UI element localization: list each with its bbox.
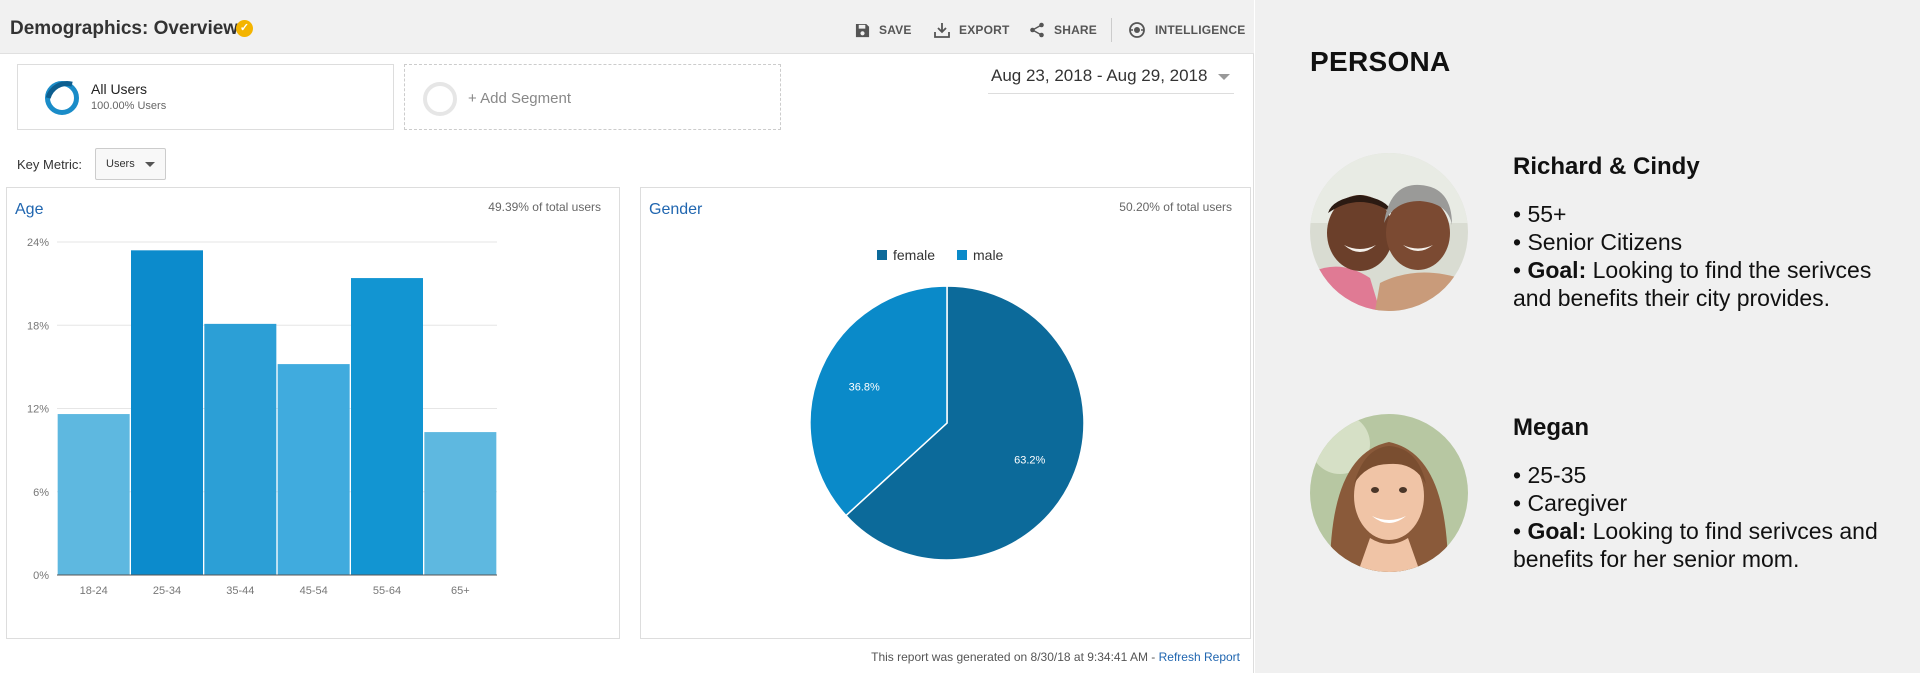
age-percent-of-total: 49.39% of total users [488,200,601,214]
pie-slice-female [844,285,1085,561]
segment-name: All Users [91,81,148,97]
report-generated-note: This report was generated on 8/30/18 at … [871,650,1240,664]
persona-panel: PERSONA Richard & Cindy • 55+ • Senior C… [1255,0,1920,673]
empty-segment-ring-icon [423,82,457,116]
persona-age: 55+ [1527,201,1567,227]
legend-label-female: female [893,247,935,263]
bar-55-64 [351,278,423,575]
refresh-report-link[interactable]: Refresh Report [1158,650,1240,664]
persona-name: Richard & Cindy [1513,153,1700,180]
gender-percent-of-total: 50.20% of total users [1119,200,1232,214]
persona-role: Senior Citizens [1527,229,1683,255]
date-range-text: Aug 23, 2018 - Aug 29, 2018 [991,66,1208,85]
persona-photo-richard-cindy [1310,153,1468,311]
toolbar-divider [1111,18,1112,42]
persona-attributes: • 25-35 • Caregiver • Goal: Looking to f… [1513,461,1893,573]
y-tick-label: 6% [33,487,49,499]
persona-attribute: • 55+ [1513,201,1567,227]
y-tick-label: 12% [27,404,49,416]
persona-role: Caregiver [1527,490,1628,516]
persona-attribute: • Caregiver [1513,490,1628,516]
persona-attributes: • 55+ • Senior Citizens • Goal: Looking … [1513,200,1893,312]
segment-ring-icon [45,81,79,115]
export-button[interactable]: EXPORT [934,20,1010,40]
x-tick-label: 25-34 [153,585,181,597]
export-label: EXPORT [959,23,1010,37]
chevron-down-icon [1218,74,1230,80]
goal-label: Goal: [1527,257,1587,283]
date-range-picker[interactable]: Aug 23, 2018 - Aug 29, 2018 [988,66,1234,94]
goal-text: Looking to find serivces and benefits fo… [1513,518,1878,572]
y-tick-label: 18% [27,320,49,332]
bar-18-24 [57,414,130,575]
bar-25-34 [131,250,203,575]
x-tick-label: 35-44 [226,585,254,597]
persona-name: Megan [1513,414,1590,441]
persona-goal: • Goal: Looking to find the serivces and… [1513,257,1872,311]
persona-goal: • Goal: Looking to find serivces and ben… [1513,518,1878,572]
persona-attribute: • Senior Citizens [1513,229,1683,255]
age-chart-card: Age 49.39% of total users 0% 6% 12% 18% 24% 1… [6,187,620,639]
add-segment-label: + Add Segment [468,90,571,107]
add-segment-button[interactable]: + Add Segment [404,64,781,130]
x-tick-label: 45-54 [300,585,328,597]
persona-attribute: • 25-35 [1513,462,1587,488]
legend-swatch-female [877,250,887,260]
key-metric-label: Key Metric: [17,157,83,172]
intelligence-icon [1129,22,1145,38]
x-tick-label: 55-64 [373,585,401,597]
age-bar-chart: 0% 6% 12% 18% 24% 18-24 25-34 35-44 45-54 55-64 65… [27,237,497,597]
persona-title: PERSONA [1310,46,1451,77]
page-title: Demographics: Overview [10,18,239,39]
pie-label-male: 36.8% [849,382,880,394]
save-label: SAVE [879,23,912,37]
intelligence-button[interactable]: INTELLIGENCE [1128,20,1245,40]
x-tick-label: 18-24 [80,585,108,597]
analytics-panel: Demographics: Overview ✓ SAVE EXPORT SHA… [0,0,1254,673]
x-tick-label: 65+ [451,585,470,597]
caret-down-icon [145,162,155,167]
share-icon [1030,22,1044,38]
report-generated-text: This report was generated on 8/30/18 at … [871,650,1159,664]
pie-label-female: 63.2% [1014,454,1045,466]
pie-slice-male [809,285,948,517]
save-button[interactable]: SAVE [855,20,912,40]
share-button[interactable]: SHARE [1029,20,1097,40]
persona-age: 25-35 [1527,462,1587,488]
persona-photo-megan [1310,414,1468,572]
share-label: SHARE [1054,23,1098,37]
age-chart-title: Age [15,201,44,218]
bar-65+ [424,432,497,575]
y-tick-label: 0% [33,570,49,582]
bar-35-44 [204,323,277,575]
segment-percent: 100.00% Users [91,100,167,112]
goal-text: Looking to find the serivces and benefit… [1513,257,1872,311]
goal-label: Goal: [1527,518,1587,544]
y-tick-label: 24% [27,237,49,249]
report-header: Demographics: Overview ✓ SAVE EXPORT SHA… [0,0,1254,54]
key-metric-select[interactable]: Users [95,148,166,180]
segment-all-users[interactable]: All Users 100.00% Users [17,64,394,130]
verified-check-icon: ✓ [236,20,253,37]
intelligence-label: INTELLIGENCE [1155,23,1246,37]
export-icon [934,23,950,38]
gender-chart-card: Gender 50.20% of total users 63.2% 36.8% f… [640,187,1251,639]
legend-label-male: male [973,247,1004,263]
save-icon [855,23,870,37]
gender-pie-chart: 63.2% 36.8% female male [809,247,1085,561]
legend-swatch-male [957,250,967,260]
gender-chart-title: Gender [649,201,703,218]
key-metric-value: Users [106,158,135,170]
bar-45-54 [277,364,350,575]
